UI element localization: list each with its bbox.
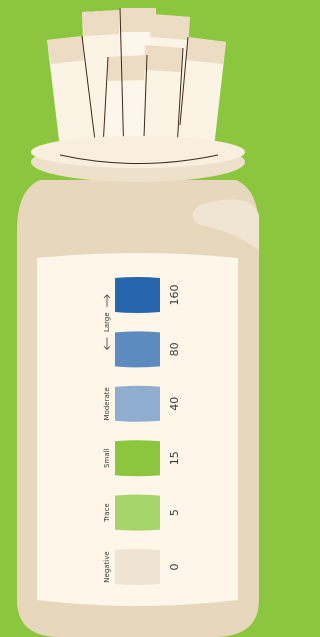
color-swatch bbox=[115, 549, 160, 585]
level-label: Moderate bbox=[103, 387, 111, 420]
color-swatch bbox=[115, 331, 160, 367]
color-swatch bbox=[115, 440, 160, 476]
level-value: 0 bbox=[168, 564, 181, 571]
level-value: 160 bbox=[168, 285, 181, 306]
level-value: 80 bbox=[168, 342, 181, 356]
level-label: Trace bbox=[103, 503, 111, 523]
level-value: 5 bbox=[168, 509, 181, 516]
jar-illustration: 160 80 40 15 5 0 Large Moderate Small Trace Negati… bbox=[0, 0, 274, 637]
level-label: Large bbox=[103, 312, 111, 332]
level-value: 15 bbox=[168, 451, 181, 465]
level-value: 40 bbox=[168, 397, 181, 411]
color-swatch bbox=[115, 495, 160, 531]
color-swatch bbox=[115, 277, 160, 313]
level-label: Small bbox=[103, 448, 111, 467]
color-swatch bbox=[115, 386, 160, 422]
level-label: Negative bbox=[103, 551, 111, 582]
page: 160 80 40 15 5 0 Large Moderate Small Trace Negati… bbox=[0, 0, 320, 637]
